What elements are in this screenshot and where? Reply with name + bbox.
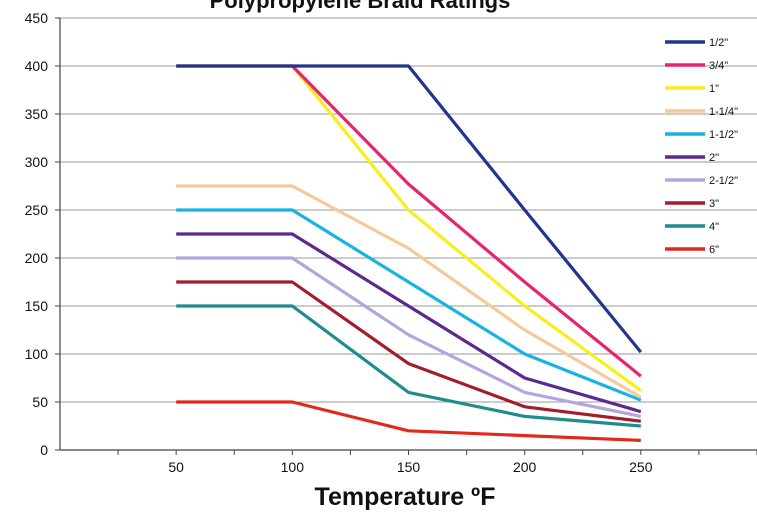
y-tick-label: 150 <box>25 298 49 314</box>
legend: 1/2" 3/4" 1" 1-1/4" 1-1/2" 2" 2-1/2" 3" 4" 6" <box>665 37 738 256</box>
y-tick-label: 250 <box>25 202 49 218</box>
series-line-1 <box>176 64 642 378</box>
x-tick-label: 100 <box>281 459 305 475</box>
series-line-4 <box>176 208 642 402</box>
x-tick-label: 150 <box>397 459 421 475</box>
x-axis: 50 100 150 200 250 <box>117 450 757 475</box>
x-axis-label: Temperature ºF <box>315 483 496 511</box>
gridlines <box>60 17 757 451</box>
legend-label: 2" <box>709 152 719 164</box>
x-tick-label: 50 <box>168 459 184 475</box>
legend-label: 4" <box>709 221 719 233</box>
y-tick-label: 200 <box>25 250 49 266</box>
series-lines <box>176 64 643 442</box>
y-tick-label: 400 <box>25 58 49 74</box>
series-line-2 <box>176 64 642 392</box>
series-line-6 <box>176 256 642 418</box>
series-line-8 <box>176 304 641 428</box>
series-line-5 <box>176 232 642 414</box>
legend-label: 3/4" <box>709 60 728 72</box>
legend-label: 3" <box>709 198 719 210</box>
y-tick-label: 50 <box>32 394 48 410</box>
legend-label: 1-1/2" <box>709 129 738 141</box>
y-tick-label: 300 <box>25 154 49 170</box>
legend-label: 1/2" <box>709 37 728 49</box>
series-line-3 <box>176 184 642 399</box>
chart-title: Polypropylene Braid Ratings <box>210 0 511 13</box>
x-tick-label: 250 <box>629 459 653 475</box>
y-tick-label: 0 <box>40 442 48 458</box>
y-axis: 0 50 100 150 200 250 300 350 400 450 <box>25 10 61 458</box>
y-tick-label: 350 <box>25 106 49 122</box>
legend-label: 2-1/2" <box>709 175 738 187</box>
series-line-0 <box>176 64 643 354</box>
x-tick-label: 200 <box>513 459 537 475</box>
legend-label: 1" <box>709 83 719 95</box>
y-tick-label: 100 <box>25 346 49 362</box>
legend-label: 1-1/4" <box>709 106 738 118</box>
series-line-7 <box>176 280 641 423</box>
series-line-9 <box>176 400 641 442</box>
legend-label: 6" <box>709 244 719 256</box>
y-tick-label: 450 <box>25 10 49 26</box>
